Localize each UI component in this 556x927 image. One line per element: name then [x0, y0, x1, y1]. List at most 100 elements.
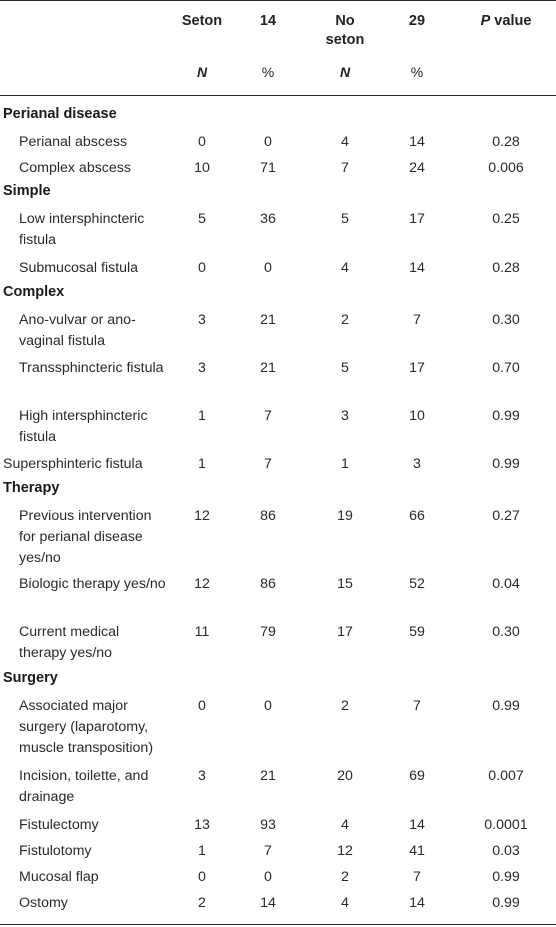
table-row: Current medical therapy yes/no 11 79 17 … — [0, 618, 556, 666]
table-row: Biologic therapy yes/no 12 86 15 52 0.04 — [0, 570, 556, 618]
subheader-n-seton: N — [196, 64, 208, 80]
cell-seton-n: 1 — [198, 408, 206, 424]
cell-noseton-pct: 14 — [409, 895, 425, 911]
cell-noseton-pct: 17 — [409, 360, 425, 376]
cell-noseton-n: 15 — [337, 576, 353, 592]
row-label: Incision, toilette, and drainage — [19, 768, 149, 805]
row-label: Supersphinteric fistula — [3, 456, 143, 472]
cell-noseton-n: 4 — [341, 895, 349, 911]
cell-p-value: 0.04 — [492, 576, 520, 592]
cell-noseton-pct: 10 — [409, 408, 425, 424]
table-row: Transsphincteric fistula 3 21 5 17 0.70 — [0, 354, 556, 402]
header-rule — [0, 95, 556, 96]
cell-noseton-n: 4 — [341, 260, 349, 276]
cell-p-value: 0.0001 — [484, 817, 528, 833]
cell-seton-pct: 0 — [264, 134, 272, 150]
cell-seton-n: 0 — [198, 698, 206, 714]
table-row: Supersphinteric fistula 1 7 1 3 0.99 — [0, 450, 556, 476]
subheader-n-no-seton: N — [339, 64, 351, 80]
cell-seton-pct: 7 — [264, 408, 272, 424]
cell-seton-pct: 79 — [260, 624, 276, 640]
cell-p-value: 0.25 — [492, 211, 520, 227]
cell-noseton-n: 3 — [341, 408, 349, 424]
row-label: Perianal abscess — [19, 134, 128, 150]
header-no-seton-total: 29 — [408, 13, 426, 29]
row-label: Fistulotomy — [19, 843, 92, 859]
cell-noseton-n: 2 — [341, 698, 349, 714]
cell-noseton-n: 7 — [341, 160, 349, 176]
row-label: High intersphincteric fistula — [19, 408, 148, 445]
row-label: Low intersphincteric fistula — [19, 211, 145, 248]
cell-noseton-pct: 14 — [409, 260, 425, 276]
cell-seton-n: 3 — [198, 768, 206, 784]
header-p-value: P value — [456, 12, 556, 31]
cell-seton-n: 13 — [194, 817, 210, 833]
table-row: High intersphincteric fistula 1 7 3 10 0… — [0, 402, 556, 450]
cell-noseton-pct: 69 — [409, 768, 425, 784]
cell-seton-n: 5 — [198, 211, 206, 227]
cell-seton-n: 10 — [194, 160, 210, 176]
row-label: Fistulectomy — [19, 817, 99, 833]
cell-seton-n: 3 — [198, 360, 206, 376]
row-label: Complex abscess — [19, 160, 131, 176]
cell-p-value: 0.27 — [492, 508, 520, 524]
section-title-therapy: Therapy — [3, 480, 60, 496]
cell-noseton-pct: 41 — [409, 843, 425, 859]
cell-noseton-n: 5 — [341, 360, 349, 376]
table-row: Previous intervention for perianal disea… — [0, 502, 556, 570]
cell-noseton-pct: 66 — [409, 508, 425, 524]
cell-noseton-pct: 3 — [413, 456, 421, 472]
cell-seton-n: 12 — [194, 508, 210, 524]
row-label: Previous intervention for perianal disea… — [19, 508, 152, 566]
cell-p-value: 0.30 — [492, 624, 520, 640]
cell-seton-pct: 7 — [264, 456, 272, 472]
cell-noseton-n: 17 — [337, 624, 353, 640]
cell-seton-n: 11 — [194, 624, 210, 640]
header-p-value-word: value — [490, 13, 532, 29]
cell-noseton-n: 1 — [341, 456, 349, 472]
row-label: Transsphincteric fistula — [19, 360, 164, 376]
header-p-letter: P — [480, 13, 491, 29]
section-title-perianal: Perianal disease — [3, 106, 117, 122]
cell-noseton-n: 2 — [341, 869, 349, 885]
cell-p-value: 0.007 — [488, 768, 524, 784]
cell-noseton-n: 19 — [337, 508, 353, 524]
cell-seton-pct: 21 — [260, 312, 276, 328]
cell-seton-n: 1 — [198, 843, 206, 859]
cell-noseton-pct: 52 — [409, 576, 425, 592]
section-title-complex: Complex — [3, 284, 65, 300]
cell-noseton-n: 5 — [341, 211, 349, 227]
row-label: Associated major surgery (laparotomy, mu… — [19, 698, 154, 756]
cell-p-value: 0.99 — [492, 456, 520, 472]
table-row: Complex abscess 10 71 7 24 0.006 — [0, 154, 556, 180]
cell-seton-pct: 0 — [264, 869, 272, 885]
table-row: Mucosal flap 0 0 2 7 0.99 — [0, 863, 556, 889]
row-label: Ostomy — [19, 895, 68, 911]
cell-seton-pct: 86 — [260, 576, 276, 592]
row-label: Mucosal flap — [19, 869, 99, 885]
cell-noseton-n: 12 — [337, 843, 353, 859]
cell-seton-n: 1 — [198, 456, 206, 472]
table-row: Ano-vulvar or ano-vaginal fistula 3 21 2… — [0, 306, 556, 354]
row-label: Current medical therapy yes/no — [19, 624, 120, 661]
cell-seton-pct: 36 — [260, 211, 276, 227]
cell-p-value: 0.99 — [492, 698, 520, 714]
table-row: Associated major surgery (laparotomy, mu… — [0, 692, 556, 760]
cell-p-value: 0.006 — [488, 160, 524, 176]
cell-noseton-n: 4 — [341, 134, 349, 150]
table-row: Ostomy 2 14 4 14 0.99 — [0, 889, 556, 915]
cell-seton-n: 0 — [198, 869, 206, 885]
section-title-simple: Simple — [3, 183, 51, 199]
cell-p-value: 0.70 — [492, 360, 520, 376]
cell-seton-n: 2 — [198, 895, 206, 911]
cell-seton-pct: 21 — [260, 360, 276, 376]
cell-p-value: 0.99 — [492, 895, 520, 911]
row-label: Biologic therapy yes/no — [19, 576, 166, 592]
table-row: Submucosal fistula 0 0 4 14 0.28 — [0, 254, 556, 280]
cell-noseton-pct: 7 — [413, 698, 421, 714]
cell-seton-pct: 0 — [264, 260, 272, 276]
header-seton: Seton — [181, 13, 223, 29]
cell-noseton-pct: 59 — [409, 624, 425, 640]
cell-seton-pct: 71 — [260, 160, 276, 176]
